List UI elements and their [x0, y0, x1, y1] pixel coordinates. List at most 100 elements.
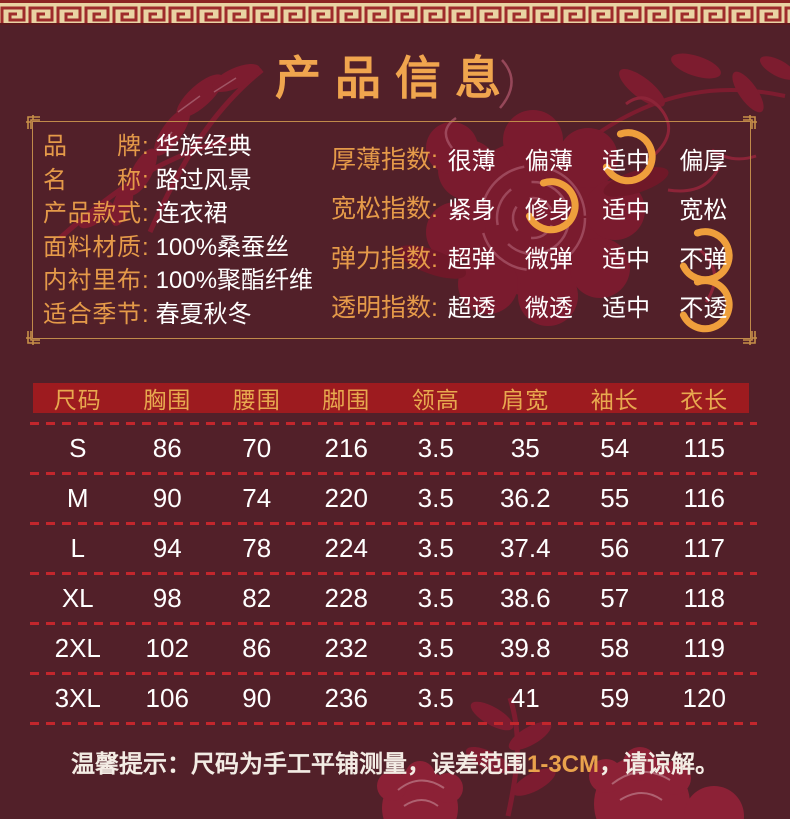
- size-table-cell: 57: [600, 583, 630, 613]
- size-table-cell: 3XL: [54, 683, 101, 713]
- size-table-row: L 94 78 224 3.5 37.4 56 117: [33, 525, 749, 572]
- index-row: 弹力指数: 超弹 微弹 适中 不弹: [331, 227, 742, 283]
- size-table-row: M 90 74 220 3.5 36.2 55 116: [33, 475, 749, 522]
- size-table-cell: 232: [324, 633, 368, 663]
- spec-value: 春夏秋冬: [155, 300, 252, 328]
- index-option: 修身: [510, 178, 587, 234]
- index-row: 宽松指数: 紧身 修身 适中 宽松: [331, 178, 742, 234]
- corner-knot-icon: [743, 115, 757, 129]
- size-table-cell: 37.4: [499, 533, 551, 563]
- spec-list: 品牌: 华族经典 名称: 路过风景 产品款式: 连衣裙 面料材质: 100%桑蚕丝 内衬里布: 1…: [43, 129, 331, 330]
- corner-knot-icon: [26, 331, 40, 345]
- size-table-cell: 90: [242, 683, 272, 713]
- size-table-cell: 74: [242, 483, 272, 513]
- spec-row: 名称: 路过风景: [43, 164, 331, 198]
- index-option: 超弹: [433, 239, 510, 274]
- index-option-label: 不透: [679, 295, 728, 323]
- index-options: 紧身 修身 适中 宽松: [433, 178, 742, 234]
- size-table-body: S 86 70 216 3.5 35 54 115 M 90 74 220 3.5 36.2 55 116 L 9…: [0, 422, 790, 725]
- spec-colon: :: [142, 267, 149, 294]
- note-text: ，请谅解。: [599, 751, 719, 778]
- index-option-label: 适中: [602, 147, 651, 175]
- index-option-label: 微弹: [524, 246, 573, 274]
- size-table-cell: 78: [242, 533, 272, 563]
- size-table-cell: 216: [324, 433, 368, 463]
- index-row: 厚薄指数: 很薄 偏薄 适中 偏厚: [331, 129, 742, 185]
- spec-label: 内衬里布: [43, 267, 141, 294]
- index-option: 微透: [510, 288, 587, 323]
- size-table-cell: 3.5: [417, 683, 454, 713]
- index-options: 超弹 微弹 适中 不弹: [433, 227, 742, 283]
- size-table-row: S 86 70 216 3.5 35 54 115: [33, 425, 749, 472]
- size-table-header-cell: 腰围: [232, 387, 281, 413]
- spec-colon: :: [142, 133, 149, 160]
- size-table-cell: 118: [683, 583, 725, 613]
- dashed-divider: [30, 672, 757, 675]
- corner-knot-icon: [26, 115, 40, 129]
- index-option: 偏厚: [665, 141, 742, 176]
- page-title: 产品信息: [275, 52, 515, 104]
- index-option-label: 超弹: [447, 246, 496, 274]
- index-option: 微弹: [510, 239, 587, 274]
- size-table-header-cell: 袖长: [590, 387, 639, 413]
- index-option: 适中: [588, 129, 665, 185]
- size-table-cell: 2XL: [54, 633, 101, 663]
- size-table-cell: 116: [683, 483, 725, 513]
- size-table-cell: S: [69, 433, 87, 463]
- size-table-cell: 94: [152, 533, 182, 563]
- size-table-cell: 70: [242, 433, 272, 463]
- index-label: 弹力指数:: [331, 244, 438, 273]
- size-table-cell: M: [66, 483, 89, 513]
- size-table: 尺码 胸围 腰围 脚围 领高 肩宽 袖长 衣长 S 86 70 216 3.5 35 54 115 M 90 74…: [0, 383, 790, 725]
- spec-row: 产品款式: 连衣裙: [43, 197, 331, 231]
- spec-value: 连衣裙: [155, 200, 228, 227]
- spec-row: 适合季节: 春夏秋冬: [43, 298, 331, 332]
- product-info-panel: 品牌: 华族经典 名称: 路过风景 产品款式: 连衣裙 面料材质: 100%桑蚕丝 内衬里布: 1…: [26, 115, 757, 345]
- size-table-cell: 106: [145, 683, 189, 713]
- size-table-header-cell: 胸围: [143, 387, 192, 413]
- size-table-cell: 102: [145, 633, 189, 663]
- size-table-cell: 120: [682, 683, 726, 713]
- index-option-label: 紧身: [447, 196, 496, 224]
- index-option: 偏薄: [510, 141, 587, 176]
- index-option-label: 宽松: [679, 196, 728, 224]
- size-table-header: 尺码 胸围 腰围 脚围 领高 肩宽 袖长 衣长: [33, 383, 749, 413]
- index-option-label: 超透: [447, 295, 496, 323]
- index-option: 不弹: [665, 227, 742, 283]
- size-table-cell: 58: [600, 633, 630, 663]
- product-info-content: 品牌: 华族经典 名称: 路过风景 产品款式: 连衣裙 面料材质: 100%桑蚕丝 内衬里布: 1…: [33, 122, 750, 338]
- spec-label: 产品款式: [43, 200, 141, 227]
- size-table-cell: 119: [683, 633, 725, 663]
- index-option: 不透: [665, 277, 742, 333]
- size-table-cell: 228: [324, 583, 368, 613]
- index-option-label: 适中: [602, 196, 651, 224]
- size-table-cell: 3.5: [417, 433, 454, 463]
- size-table-cell: 39.8: [499, 633, 551, 663]
- size-table-cell: L: [70, 533, 85, 563]
- spec-colon: :: [142, 300, 149, 328]
- size-table-cell: 117: [683, 533, 725, 563]
- size-table-header-cell: 衣长: [680, 387, 729, 413]
- note-highlight: 1-3CM: [526, 751, 599, 778]
- size-table-cell: 38.6: [499, 583, 551, 613]
- dashed-divider: [30, 572, 757, 575]
- spec-colon: :: [142, 166, 149, 194]
- spec-label: 适合季节: [43, 300, 141, 328]
- size-table-cell: 86: [242, 633, 272, 663]
- size-table-cell: 220: [324, 483, 368, 513]
- size-table-cell: 3.5: [417, 483, 454, 513]
- size-table-cell: 90: [152, 483, 182, 513]
- index-option: 宽松: [665, 190, 742, 225]
- index-option: 很薄: [433, 141, 510, 176]
- size-table-cell: XL: [61, 583, 94, 613]
- index-options: 很薄 偏薄 适中 偏厚: [433, 129, 742, 185]
- size-table-cell: 3.5: [417, 633, 454, 663]
- index-row: 透明指数: 超透 微透 适中 不透: [331, 277, 742, 333]
- size-table-header-cell: 领高: [411, 387, 460, 413]
- spec-value: 路过风景: [155, 166, 252, 194]
- dashed-divider: [30, 522, 757, 525]
- size-table-header-cell: 肩宽: [501, 387, 550, 413]
- index-label: 宽松指数:: [331, 195, 438, 224]
- spec-colon: :: [142, 200, 149, 227]
